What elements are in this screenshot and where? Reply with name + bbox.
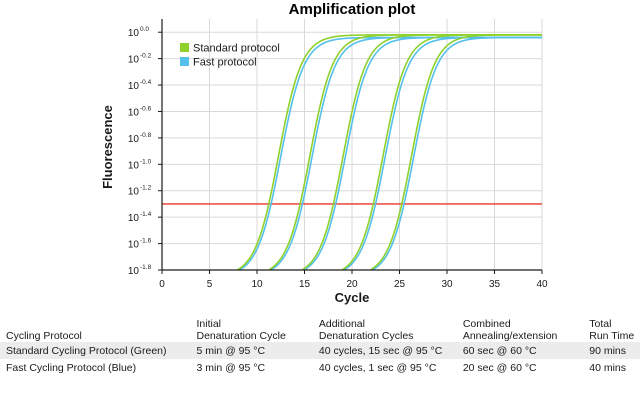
header-line: Initial — [196, 318, 222, 330]
x-tick-label: 30 — [441, 279, 453, 290]
x-tick-label: 20 — [346, 279, 358, 290]
fast-curve-1 — [239, 36, 542, 271]
legend-label: Standard protocol — [193, 43, 280, 55]
y-tick-exponent: -1.0 — [140, 158, 152, 165]
y-tick-exponent: -0.2 — [140, 53, 152, 60]
standard-curve-2 — [268, 34, 542, 271]
header-line: Annealing/extension — [462, 330, 558, 342]
table-row: Fast Cycling Protocol (Blue) 3 min @ 95 … — [0, 359, 640, 376]
table-cell: 60 sec @ 60 °C — [462, 342, 590, 359]
y-tick-label: 10 — [128, 107, 140, 118]
chart-title: Amplification plot — [289, 1, 416, 18]
y-tick-exponent: -1.6 — [140, 238, 152, 245]
legend-swatch — [180, 57, 189, 66]
table-cell: 3 min @ 95 °C — [196, 361, 266, 374]
y-axis-label: Fluorescence — [100, 105, 115, 189]
x-tick-label: 40 — [536, 279, 548, 290]
header-line: Cycling Protocol — [6, 330, 82, 342]
header-line: Additional — [318, 318, 365, 330]
y-tick-label: 10 — [128, 266, 140, 277]
header-total-run-time: Total Run Time — [589, 318, 640, 342]
table-header-row: Cycling Protocol Initial Denaturation Cy… — [0, 318, 640, 342]
table-cell: 40 cycles, 15 sec @ 95 °C — [318, 342, 463, 359]
y-tick-exponent: -1.8 — [140, 264, 152, 271]
y-tick-exponent: 0.0 — [140, 26, 149, 33]
x-tick-label: 5 — [207, 279, 213, 290]
header-annealing-extension: Combined Annealing/extension — [463, 318, 589, 342]
y-tick-label: 10 — [128, 81, 140, 92]
standard-curve-3 — [302, 34, 542, 271]
y-tick-exponent: -0.8 — [140, 132, 152, 139]
x-tick-label: 35 — [489, 279, 501, 290]
header-additional-denaturation: Additional Denaturation Cycles — [319, 318, 463, 342]
y-tick-label: 10 — [128, 187, 140, 198]
y-tick-label: 10 — [128, 213, 140, 224]
y-tick-exponent: -0.4 — [140, 79, 152, 86]
y-tick-label: 10 — [128, 55, 140, 66]
table-row: Standard Cycling Protocol (Green) 5 min … — [0, 342, 640, 359]
y-tick-label: 10 — [128, 240, 140, 251]
table-cell: 90 mins — [589, 342, 640, 359]
header-line: Combined — [462, 318, 511, 330]
table-cell: 5 min @ 95 °C — [196, 342, 319, 359]
fast-curve-5 — [372, 36, 542, 271]
header-cycling-protocol: Cycling Protocol — [0, 318, 197, 342]
table-cell: 20 sec @ 60 °C — [462, 361, 537, 374]
standard-curve-1 — [237, 34, 542, 271]
legend-swatch — [180, 43, 189, 52]
fast-curve-4 — [343, 36, 542, 271]
table-cell: Standard Cycling Protocol (Green) — [0, 342, 197, 359]
header-line: Denaturation Cycles — [318, 330, 414, 342]
y-tick-exponent: -1.4 — [140, 211, 152, 218]
cycling-protocol-table: Cycling Protocol Initial Denaturation Cy… — [0, 318, 640, 376]
fast-curve-3 — [304, 36, 542, 271]
standard-curve-5 — [370, 34, 542, 271]
standard-curve-4 — [342, 34, 542, 271]
x-tick-label: 0 — [159, 279, 165, 290]
header-line: Denaturation Cycle — [196, 330, 286, 342]
table-cell: Fast Cycling Protocol (Blue) — [6, 361, 137, 374]
y-tick-label: 10 — [128, 28, 140, 39]
y-tick-exponent: -1.2 — [140, 185, 152, 192]
y-tick-label: 10 — [128, 160, 140, 171]
x-tick-label: 10 — [251, 279, 263, 290]
table-cell: 40 cycles, 1 sec @ 95 °C — [318, 361, 437, 374]
header-line: Total — [589, 318, 612, 330]
x-tick-label: 15 — [299, 279, 311, 290]
table-cell: 40 mins — [589, 361, 627, 374]
y-tick-label: 10 — [128, 134, 140, 145]
y-tick-exponent: -0.6 — [140, 105, 152, 112]
x-tick-label: 25 — [394, 279, 406, 290]
header-initial-denaturation: Initial Denaturation Cycle — [197, 318, 319, 342]
legend-label: Fast protocol — [193, 57, 257, 69]
header-line: Run Time — [589, 330, 635, 342]
x-axis-label: Cycle — [335, 290, 370, 305]
fast-curve-2 — [270, 36, 542, 271]
